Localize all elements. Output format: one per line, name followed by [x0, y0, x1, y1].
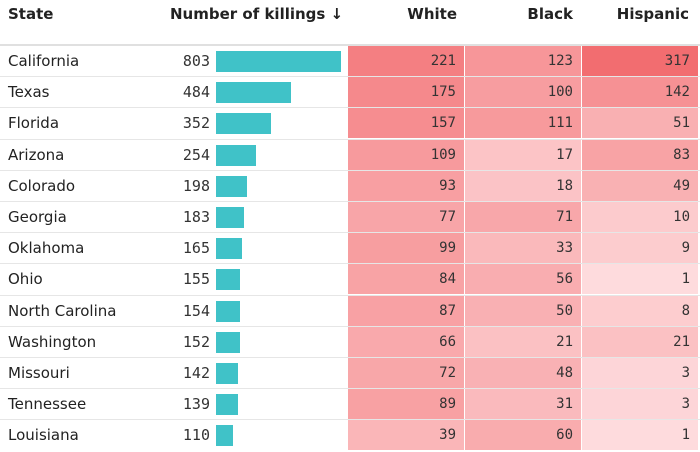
killings-bar — [216, 331, 240, 353]
killings-bar — [216, 82, 292, 104]
table-row: Tennessee 139 89 31 3 — [0, 389, 700, 421]
hispanic-cell: 9 — [582, 233, 698, 264]
killings-value: 254 — [182, 145, 210, 164]
white-cell: 87 — [348, 295, 464, 326]
state-name: Arizona — [8, 145, 65, 164]
black-cell: 21 — [465, 326, 581, 357]
white-cell: 72 — [348, 357, 464, 388]
black-cell: 56 — [465, 264, 581, 295]
killings-value: 803 — [182, 52, 210, 70]
white-cell: 157 — [348, 108, 464, 139]
table-row: Missouri 142 72 48 3 — [0, 357, 700, 390]
white-cell: 175 — [348, 77, 464, 108]
black-cell: 18 — [465, 170, 581, 201]
table-row: Washington 152 66 21 21 — [0, 326, 700, 358]
black-cell: 60 — [465, 420, 581, 451]
killings-value: 198 — [182, 176, 210, 195]
hispanic-cell: 3 — [582, 389, 698, 420]
white-cell: 221 — [348, 46, 464, 76]
killings-bar — [216, 206, 245, 228]
black-cell: 123 — [465, 46, 581, 76]
killings-value: 352 — [182, 114, 210, 133]
state-name: California — [8, 52, 80, 70]
state-name: Texas — [8, 83, 50, 102]
state-name: North Carolina — [8, 301, 117, 320]
hispanic-cell: 317 — [582, 46, 698, 76]
white-cell: 66 — [348, 326, 464, 357]
header-number-of-killings[interactable]: Number of killings ↓ — [170, 5, 344, 23]
white-cell: 99 — [348, 233, 464, 264]
killings-bar — [216, 238, 242, 260]
hispanic-cell: 10 — [582, 201, 698, 232]
hispanic-cell: 3 — [582, 357, 698, 388]
black-cell: 71 — [465, 201, 581, 232]
state-name: Tennessee — [8, 395, 87, 414]
state-name: Florida — [8, 114, 60, 133]
white-cell: 109 — [348, 139, 464, 170]
killings-bar — [216, 51, 341, 72]
killings-value: 110 — [182, 426, 210, 445]
killings-value: 183 — [182, 207, 210, 226]
killings-bar — [216, 269, 241, 291]
table-body: California 803 221 123 317 Texas 484 175 100 142 F… — [0, 46, 700, 451]
killings-value: 139 — [182, 395, 210, 414]
white-cell: 84 — [348, 264, 464, 295]
white-cell: 39 — [348, 420, 464, 451]
state-name: Louisiana — [8, 426, 79, 445]
killings-value: 154 — [182, 301, 210, 320]
table-row: Ohio 155 84 56 1 — [0, 264, 700, 296]
killings-bar — [216, 175, 247, 197]
black-cell: 33 — [465, 233, 581, 264]
white-cell: 89 — [348, 389, 464, 420]
table-row: Arizona 254 109 17 83 — [0, 139, 700, 171]
hispanic-cell: 1 — [582, 420, 698, 451]
table-row: North Carolina 154 87 50 8 — [0, 295, 700, 327]
killings-bar — [216, 300, 240, 322]
black-cell: 31 — [465, 389, 581, 420]
killings-bar — [216, 425, 234, 447]
state-name: Oklahoma — [8, 239, 85, 258]
state-name: Georgia — [8, 207, 67, 226]
black-cell: 111 — [465, 108, 581, 139]
killings-bar — [216, 144, 256, 166]
white-cell: 93 — [348, 170, 464, 201]
table-row: Colorado 198 93 18 49 — [0, 170, 700, 202]
header-white[interactable]: White — [407, 5, 457, 23]
killings-value: 142 — [182, 363, 210, 382]
hispanic-cell: 83 — [582, 139, 698, 170]
header-hispanic[interactable]: Hispanic — [616, 5, 689, 23]
killings-bar — [216, 394, 238, 416]
hispanic-cell: 1 — [582, 264, 698, 295]
black-cell: 17 — [465, 139, 581, 170]
header-state[interactable]: State — [8, 5, 54, 23]
killings-value: 165 — [182, 239, 210, 258]
black-cell: 50 — [465, 295, 581, 326]
table-row: Oklahoma 165 99 33 9 — [0, 233, 700, 265]
table-row: California 803 221 123 317 — [0, 46, 700, 78]
state-name: Missouri — [8, 363, 70, 382]
black-cell: 100 — [465, 77, 581, 108]
table-row: Georgia 183 77 71 10 — [0, 201, 700, 234]
killings-bar — [216, 362, 239, 384]
black-cell: 48 — [465, 357, 581, 388]
state-name: Colorado — [8, 176, 76, 195]
hispanic-cell: 8 — [582, 295, 698, 326]
table-row: Louisiana 110 39 60 1 — [0, 420, 700, 451]
table-row: Texas 484 175 100 142 — [0, 77, 700, 109]
table-row: Florida 352 157 111 51 — [0, 108, 700, 140]
killings-value: 155 — [182, 270, 210, 289]
hispanic-cell: 21 — [582, 326, 698, 357]
killings-value: 152 — [182, 332, 210, 351]
white-cell: 77 — [348, 201, 464, 232]
header-black[interactable]: Black — [527, 5, 573, 23]
hispanic-cell: 49 — [582, 170, 698, 201]
killings-bar — [216, 113, 271, 135]
hispanic-cell: 51 — [582, 108, 698, 139]
state-name: Washington — [8, 332, 97, 351]
hispanic-cell: 142 — [582, 77, 698, 108]
killings-value: 484 — [182, 83, 210, 102]
state-name: Ohio — [8, 270, 43, 289]
table-header: State Number of killings ↓ White Black H… — [0, 0, 700, 46]
